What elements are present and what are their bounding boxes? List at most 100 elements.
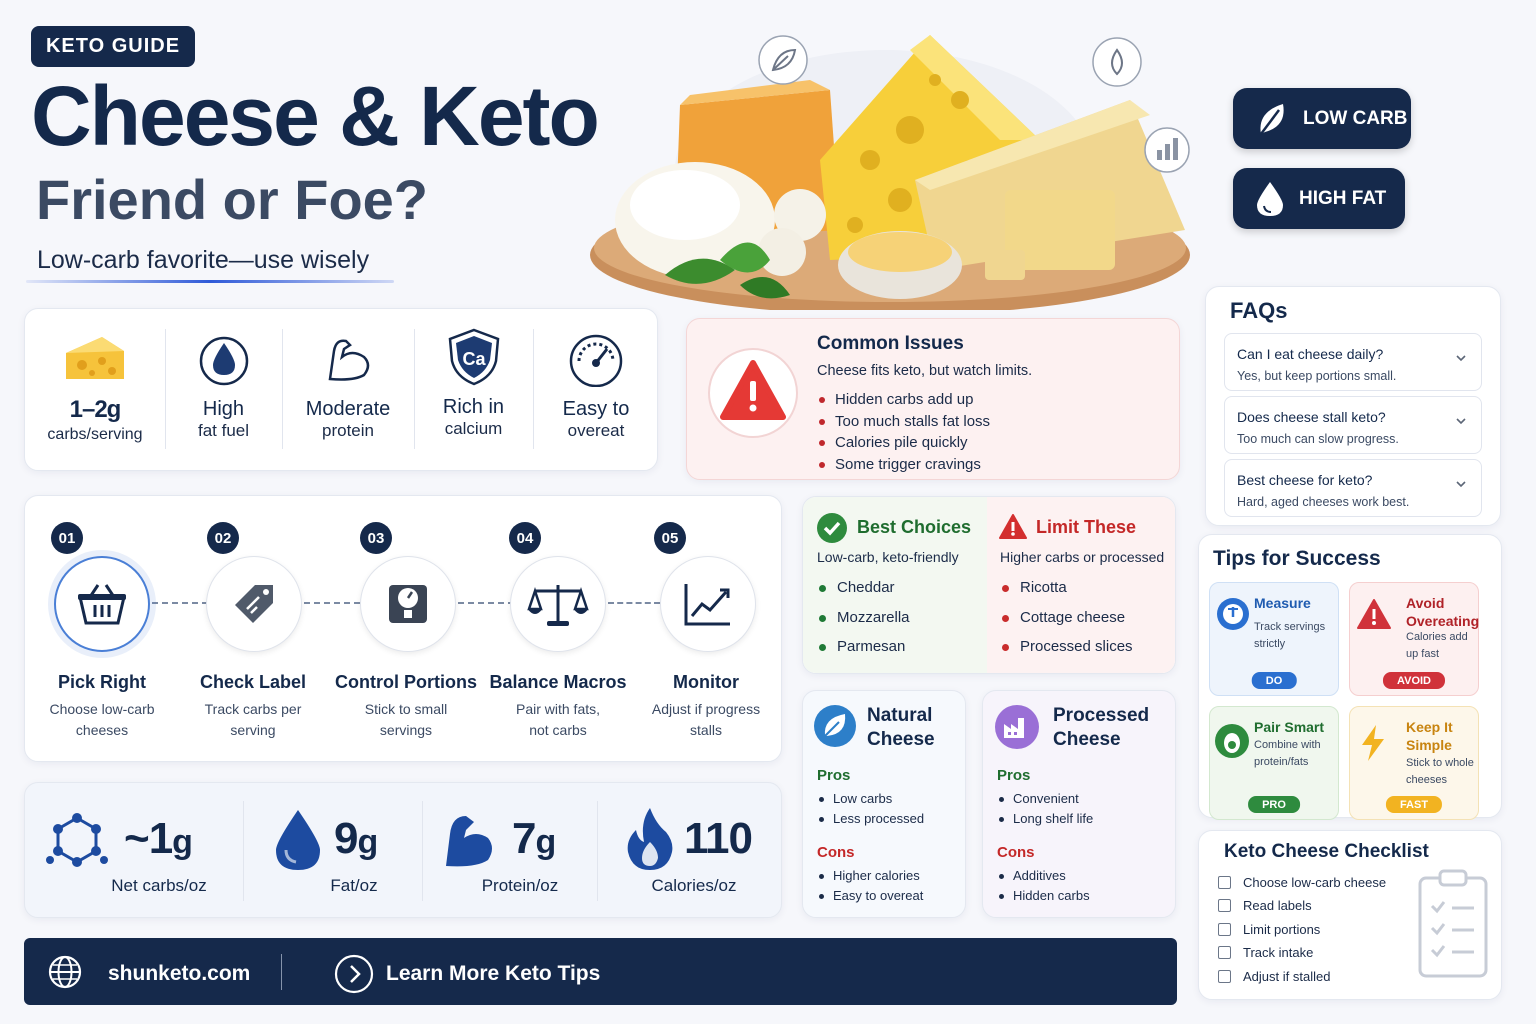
faq-item[interactable]: Best cheese for keto? Hard, aged cheeses… <box>1224 459 1482 517</box>
checklist-item[interactable]: Choose low-carb cheese <box>1218 872 1386 892</box>
best-choice-item: Parmesan <box>817 632 910 662</box>
tip-title: Keep It Simple <box>1406 719 1453 753</box>
fact-carbs: 1–2g carbs/serving <box>25 309 165 469</box>
tip-desc: Calories add up fast <box>1406 631 1468 660</box>
stat-net-carbs-label: Net carbs/oz <box>111 876 207 895</box>
footer-divider <box>281 954 282 990</box>
best-choice-item: Cheddar <box>817 573 910 603</box>
checklist-item[interactable]: Read labels <box>1218 895 1312 915</box>
fact-carbs-value: 1–2g <box>69 396 122 423</box>
key-facts-card: 1–2g carbs/serving High fat fuel Moderat… <box>24 308 658 471</box>
step-5-circle <box>660 556 756 652</box>
common-issues-card: Common Issues Cheese fits keto, but watc… <box>686 318 1180 480</box>
best-choices-list: Cheddar Mozzarella Parmesan <box>817 573 910 662</box>
learn-more-link[interactable]: Learn More Keto Tips <box>386 962 601 985</box>
high-fat-pill: HIGH FAT <box>1233 168 1405 229</box>
tips-title: Tips for Success <box>1213 547 1381 570</box>
processed-cons-list: Additives Hidden carbs <box>997 866 1090 906</box>
pro-item: Convenient <box>997 789 1093 809</box>
flame-icon <box>627 808 673 870</box>
low-carb-label: LOW CARB <box>1303 107 1408 129</box>
checkbox[interactable] <box>1218 969 1231 983</box>
step-1-title: Pick Right <box>57 672 146 692</box>
tip-title: Avoid Overeating <box>1406 595 1480 629</box>
natural-pros-list: Low carbs Less processed <box>817 789 924 829</box>
limit-item: Ricotta <box>1000 573 1133 603</box>
leaf-icon <box>814 705 856 747</box>
limit-these-list: Ricotta Cottage cheese Processed slices <box>1000 573 1133 662</box>
step-3-desc: Stick to small servings <box>364 701 448 738</box>
checklist-item[interactable]: Track intake <box>1218 942 1313 962</box>
checkbox[interactable] <box>1218 922 1231 936</box>
processed-cons-label: Cons <box>997 844 1035 861</box>
stat-net-carbs-value: ~1g <box>124 814 193 863</box>
chevron-down-icon <box>1456 355 1466 362</box>
step-connector <box>152 602 208 604</box>
faq-title: FAQs <box>1230 298 1288 323</box>
step-4-title: Balance Macros <box>489 672 627 692</box>
processed-pros-list: Convenient Long shelf life <box>997 789 1093 829</box>
faq-item[interactable]: Does cheese stall keto? Too much can slo… <box>1224 396 1482 454</box>
lightning-icon <box>1362 725 1384 761</box>
natural-pros-label: Pros <box>817 767 851 784</box>
step-1-badge: 01 <box>51 522 83 554</box>
step-connector <box>458 602 514 604</box>
stat-protein-value: 7g <box>512 814 556 863</box>
limit-these-title: Limit These <box>1036 517 1137 537</box>
step-2-desc: Track carbs per serving <box>204 701 302 738</box>
drop-icon <box>199 336 248 386</box>
checklist-label: Read labels <box>1243 897 1312 913</box>
fact-fat-label: fat fuel <box>197 421 250 440</box>
fact-overeat-value: Easy to <box>562 398 630 420</box>
chevron-right-circle-icon[interactable] <box>334 954 374 994</box>
tip-pair-smart: Pair Smart Combine with protein/fats PRO <box>1209 706 1339 820</box>
faq-question: Can I eat cheese daily? <box>1237 346 1384 362</box>
step-connector <box>304 602 360 604</box>
faq-question: Does cheese stall keto? <box>1237 409 1386 425</box>
checkbox[interactable] <box>1218 945 1231 959</box>
calcium-symbol: Ca <box>462 349 486 369</box>
issue-item: Hidden carbs add up <box>817 389 990 411</box>
footer-site-link[interactable]: shunketo.com <box>108 962 251 985</box>
step-1-circle <box>54 556 150 652</box>
fact-protein-label: protein <box>322 421 374 440</box>
gauge-icon <box>569 334 623 388</box>
stat-fat-value: 9g <box>334 814 378 863</box>
fact-calcium-value: Rich in <box>442 396 505 418</box>
leaf-icon <box>1260 103 1284 135</box>
step-4-desc: Pair with fats, not carbs <box>515 701 601 738</box>
stat-protein-label: Protein/oz <box>481 876 559 895</box>
step-3-circle <box>360 556 456 652</box>
tip-keep-it-simple: Keep It Simple Stick to whole cheeses FAST <box>1349 706 1479 820</box>
checkbox[interactable] <box>1218 875 1231 889</box>
checkbox[interactable] <box>1218 898 1231 912</box>
measure-icon <box>1217 598 1249 630</box>
tip-avoid-overeating: Avoid Overeating Calories add up fast AVOI… <box>1349 582 1479 696</box>
checklist-label: Track intake <box>1243 944 1314 960</box>
issues-subtitle: Cheese fits keto, but watch limits. <box>817 363 1033 379</box>
processed-cheese-title: Processed Cheese <box>1053 705 1150 750</box>
checklist-title: Keto Cheese Checklist <box>1224 841 1429 862</box>
step-1-desc: Choose low-carb cheeses <box>49 701 155 738</box>
tip-title: Measure <box>1254 595 1311 611</box>
cheese-icon <box>66 337 124 379</box>
pro-item: Low carbs <box>817 789 924 809</box>
avocado-icon <box>1215 724 1249 758</box>
high-fat-label: HIGH FAT <box>1299 187 1387 209</box>
tip-desc: Track servings strictly <box>1254 621 1326 650</box>
checklist-item[interactable]: Adjust if stalled <box>1218 966 1330 986</box>
balance-icon <box>527 585 589 626</box>
page-subtitle: Friend or Foe? <box>36 168 428 231</box>
stat-fat-label: Fat/oz <box>330 876 378 895</box>
step-4-circle <box>510 556 606 652</box>
issues-title: Common Issues <box>817 333 964 354</box>
faq-question: Best cheese for keto? <box>1237 472 1373 488</box>
faq-item[interactable]: Can I eat cheese daily? Yes, but keep po… <box>1224 333 1482 391</box>
fact-calcium-label: calcium <box>444 419 503 438</box>
molecule-icon <box>46 813 108 867</box>
limit-item: Processed slices <box>1000 632 1133 662</box>
faq-answer: Too much can slow progress. <box>1237 432 1399 446</box>
alert-triangle-icon <box>999 514 1027 539</box>
checklist-item[interactable]: Limit portions <box>1218 919 1320 939</box>
check-circle-icon <box>817 513 847 543</box>
